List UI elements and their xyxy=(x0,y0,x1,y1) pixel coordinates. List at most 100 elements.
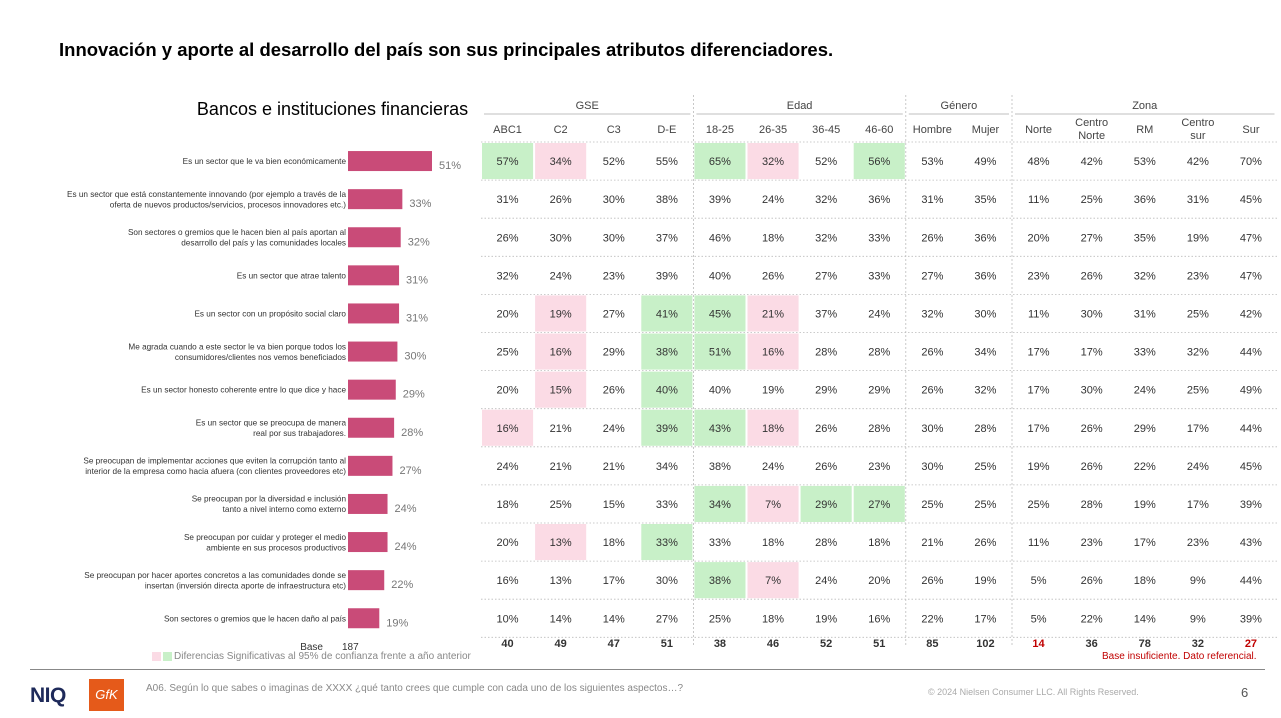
table-cell: 9% xyxy=(1190,613,1206,625)
table-cell: 30% xyxy=(921,461,943,473)
category-label: Es un sector honesto coherente entre lo … xyxy=(141,386,346,395)
table-cell: 49% xyxy=(1240,385,1262,397)
table-cell: 56% xyxy=(868,156,890,168)
table-cell: 39% xyxy=(656,423,678,435)
column-header: Hombre xyxy=(913,124,952,136)
table-cell: 27% xyxy=(921,270,943,282)
table-cell: 48% xyxy=(1028,156,1050,168)
bar xyxy=(348,189,403,210)
base-label: Base xyxy=(300,642,323,653)
column-header: Centro xyxy=(1075,117,1108,129)
table-cell: 25% xyxy=(1187,308,1209,320)
table-cell: 26% xyxy=(921,575,943,587)
table-cell: 24% xyxy=(868,308,890,320)
category-label: real por sus trabajadores. xyxy=(253,429,346,438)
table-cell: 19% xyxy=(762,385,784,397)
table-cell: 22% xyxy=(921,613,943,625)
table-cell: 17% xyxy=(1187,499,1209,511)
table-cell: 49% xyxy=(974,156,996,168)
table-cell: 52% xyxy=(603,156,625,168)
table-cell: 11% xyxy=(1028,194,1049,206)
table-cell: 36% xyxy=(974,270,996,282)
table-cell: 5% xyxy=(1031,575,1047,587)
table-cell: 43% xyxy=(1240,537,1262,549)
base-value: 49 xyxy=(555,638,567,650)
category-label: Me agrada cuando a este sector le va bie… xyxy=(128,342,346,351)
category-label: consumidores/clientes nos vemos benefici… xyxy=(175,353,346,362)
table-cell: 19% xyxy=(1134,499,1156,511)
table-cell: 24% xyxy=(550,270,572,282)
base-value: 46 xyxy=(767,638,779,650)
table-cell: 32% xyxy=(815,232,837,244)
bar xyxy=(348,455,393,476)
table-cell: 25% xyxy=(974,499,996,511)
significance-cell xyxy=(641,333,693,370)
table-cell: 38% xyxy=(709,575,731,587)
category-label: Es un sector que atrae talento xyxy=(237,271,347,280)
significance-legend: Diferencias Significativas al 95% de con… xyxy=(152,651,471,662)
bar xyxy=(348,265,400,286)
column-header: sur xyxy=(1190,130,1206,142)
table-cell: 17% xyxy=(1134,537,1156,549)
bar-value-label: 19% xyxy=(386,617,408,629)
category-label: ambiente en sus procesos productivos xyxy=(206,543,346,552)
table-cell: 38% xyxy=(656,194,678,206)
table-cell: 26% xyxy=(815,423,837,435)
bar xyxy=(348,303,400,324)
table-cell: 53% xyxy=(921,156,943,168)
group-header: GSE xyxy=(576,100,599,112)
table-cell: 36% xyxy=(974,232,996,244)
table-cell: 11% xyxy=(1028,537,1049,549)
table-cell: 10% xyxy=(497,613,519,625)
table-cell: 20% xyxy=(497,385,519,397)
table-cell: 45% xyxy=(709,308,731,320)
niq-logo: NIQ xyxy=(30,684,66,707)
table-cell: 28% xyxy=(815,537,837,549)
column-header: D-E xyxy=(657,124,676,136)
category-label: Son sectores o gremios que le hacen daño… xyxy=(164,614,346,623)
table-cell: 34% xyxy=(974,347,996,359)
category-label: Se preocupan por hacer aportes concretos… xyxy=(84,571,346,580)
table-cell: 27% xyxy=(656,613,678,625)
base-total: 187 xyxy=(342,642,359,653)
table-cell: 15% xyxy=(550,385,572,397)
bar xyxy=(348,570,385,591)
table-cell: 38% xyxy=(656,347,678,359)
legend-swatch-up xyxy=(163,652,172,661)
table-cell: 18% xyxy=(762,232,784,244)
table-cell: 65% xyxy=(709,156,731,168)
table-cell: 26% xyxy=(921,385,943,397)
table-cell: 26% xyxy=(603,385,625,397)
base-value: 51 xyxy=(873,638,885,650)
table-cell: 17% xyxy=(1028,347,1050,359)
bar xyxy=(348,532,388,553)
table-cell: 39% xyxy=(709,194,731,206)
table-cell: 27% xyxy=(868,499,890,511)
table-cell: 17% xyxy=(603,575,625,587)
table-cell: 18% xyxy=(762,613,784,625)
table-cell: 27% xyxy=(603,308,625,320)
table-cell: 17% xyxy=(1028,423,1050,435)
table-cell: 17% xyxy=(974,613,996,625)
bar-value-label: 29% xyxy=(403,389,425,401)
table-cell: 21% xyxy=(550,423,572,435)
significance-cell xyxy=(694,143,746,180)
bar xyxy=(348,227,401,248)
base-value: 40 xyxy=(501,638,513,650)
table-cell: 42% xyxy=(1081,156,1103,168)
significance-cell xyxy=(482,409,534,446)
category-label: Es un sector que se preocupa de manera xyxy=(196,419,347,428)
table-cell: 15% xyxy=(603,499,625,511)
bar-value-label: 51% xyxy=(439,160,461,172)
significance-cell xyxy=(694,562,746,599)
table-cell: 40% xyxy=(656,385,678,397)
category-label: Es un sector que está constantemente inn… xyxy=(67,190,346,199)
bar-value-label: 31% xyxy=(406,274,428,286)
table-cell: 18% xyxy=(497,499,519,511)
table-cell: 26% xyxy=(497,232,519,244)
table-cell: 24% xyxy=(762,461,784,473)
column-header: Centro xyxy=(1181,117,1214,129)
significance-cell xyxy=(694,295,746,332)
table-cell: 33% xyxy=(868,232,890,244)
bar-value-label: 33% xyxy=(409,198,431,210)
